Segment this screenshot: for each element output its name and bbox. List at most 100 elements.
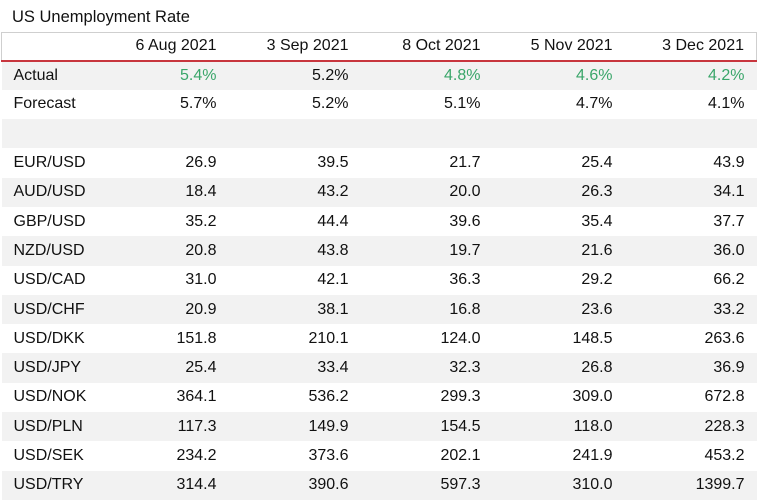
table-cell: 36.9 [713, 359, 745, 377]
table-cell: 234.2 [176, 447, 217, 464]
table-cell: 5.2% [312, 66, 349, 84]
row-label: Actual [13, 66, 58, 84]
table-row: USD/JPY 25.4 33.4 32.3 26.8 36.9 [1, 353, 757, 383]
table-cell: 364.1 [176, 388, 217, 406]
table-cell: 66.2 [713, 271, 745, 289]
table-row: USD/DKK 151.8 210.1 124.0 148.5 263.6 [2, 324, 757, 353]
table-cell: 34.1 [713, 183, 745, 201]
row-label: NZD/USD [13, 241, 85, 259]
table-cell: 25.4 [581, 154, 613, 172]
table-cell: 536.2 [308, 388, 349, 406]
table-cell: 310.0 [572, 476, 613, 494]
table-cell [625, 119, 757, 148]
row-label: Forecast [13, 95, 76, 113]
table-row: USD/SEK 234.2 373.6 202.1 241.9 453.2 [2, 441, 757, 470]
table-cell [229, 119, 361, 148]
table-row [1, 119, 757, 149]
table-cell: 16.8 [449, 300, 481, 318]
table-cell [493, 119, 625, 148]
row-label: AUD/USD [13, 183, 86, 201]
row-label: USD/TRY [13, 476, 84, 494]
row-label: USD/SEK [13, 447, 84, 464]
table-cell: 118.0 [573, 417, 613, 435]
table-cell: 25.4 [185, 359, 217, 377]
header-row: 6 Aug 2021 3 Sep 2021 8 Oct 2021 5 Nov 2021… [1, 32, 757, 62]
table-cell: 210.1 [308, 329, 349, 347]
table-cell: 26.3 [581, 183, 613, 201]
table-cell: 5.4% [180, 66, 217, 84]
table-cell: 20.8 [185, 241, 217, 259]
table-cell: 373.6 [308, 447, 349, 464]
table-cell: 33.4 [317, 359, 349, 377]
table-cell: 299.3 [440, 388, 481, 406]
column-header: 3 Sep 2021 [228, 32, 361, 62]
row-label: USD/NOK [13, 388, 87, 406]
table-row: AUD/USD 18.4 43.2 20.0 26.3 34.1 [1, 177, 757, 207]
column-header: 8 Oct 2021 [360, 32, 493, 62]
table-cell [361, 119, 493, 148]
column-header: 6 Aug 2021 [96, 32, 229, 62]
table-cell: 43.2 [317, 183, 349, 201]
table-cell: 228.3 [704, 417, 745, 435]
table-cell: 1399.7 [695, 476, 745, 494]
table-cell: 20.0 [449, 183, 481, 201]
table-cell: 21.7 [449, 154, 481, 172]
table-cell: 241.9 [572, 447, 613, 464]
table-row: Actual 5.4% 5.2% 4.8% 4.6% 4.2% [1, 60, 757, 90]
table-cell: 453.2 [704, 447, 745, 464]
table-cell: 149.9 [308, 417, 349, 435]
table-cell: 672.8 [704, 388, 745, 406]
table-cell: 5.2% [312, 95, 349, 113]
table-cell: 148.5 [572, 329, 613, 347]
row-label: EUR/USD [13, 154, 86, 172]
table-row: USD/CAD 31.0 42.1 36.3 29.2 66.2 [2, 266, 757, 295]
table-cell: 37.7 [713, 212, 745, 230]
column-header: 5 Nov 2021 [492, 32, 625, 62]
table-cell: 26.8 [581, 359, 613, 377]
row-label: USD/DKK [13, 329, 85, 347]
table-cell: 18.4 [185, 183, 217, 201]
table-cell: 44.4 [317, 212, 349, 230]
table-cell: 43.8 [317, 241, 349, 259]
table-cell: 33.2 [713, 300, 745, 318]
table-cell: 38.1 [317, 300, 349, 318]
column-header: 3 Dec 2021 [624, 32, 757, 62]
table-cell: 4.1% [708, 95, 745, 113]
table-row: USD/CHF 20.9 38.1 16.8 23.6 33.2 [1, 294, 757, 325]
row-label: GBP/USD [13, 212, 86, 230]
table-cell: 42.1 [317, 271, 349, 289]
table-cell: 39.5 [317, 154, 349, 172]
table-cell: 19.7 [449, 241, 481, 259]
table-cell [97, 119, 229, 148]
table-row: USD/TRY 314.4 390.6 597.3 310.0 1399.7 [1, 470, 757, 500]
table-cell: 4.6% [576, 66, 613, 84]
table-cell: 31.0 [185, 271, 217, 289]
table-cell: 151.8 [176, 329, 217, 347]
table-cell: 4.2% [708, 66, 745, 84]
table-row: GBP/USD 35.2 44.4 39.6 35.4 37.7 [2, 207, 757, 236]
table-cell: 35.2 [185, 212, 217, 230]
row-label [2, 119, 97, 148]
data-table: 6 Aug 2021 3 Sep 2021 8 Oct 2021 5 Nov 2021… [1, 32, 757, 500]
data-table-container: 6 Aug 2021 3 Sep 2021 8 Oct 2021 5 Nov 2021… [1, 32, 757, 500]
table-cell: 20.9 [185, 300, 217, 318]
table-cell: 43.9 [713, 154, 745, 172]
page-title: US Unemployment Rate [12, 8, 190, 26]
table-cell: 39.6 [449, 212, 481, 230]
table-cell: 26.9 [185, 154, 217, 172]
table-cell: 597.3 [440, 476, 481, 494]
table-row: USD/PLN 117.3 149.9 154.5 118.0 228.3 [1, 412, 757, 442]
table-cell: 23.6 [581, 300, 613, 318]
row-label: USD/JPY [13, 359, 82, 377]
row-label: USD/CAD [13, 271, 86, 289]
table-cell: 124.0 [440, 329, 481, 347]
table-cell: 35.4 [581, 212, 613, 230]
table-cell: 21.6 [581, 241, 613, 259]
table-cell: 154.5 [440, 417, 481, 435]
table-row: NZD/USD 20.8 43.8 19.7 21.6 36.0 [1, 236, 757, 266]
table-cell: 309.0 [572, 388, 613, 406]
table-cell: 29.2 [581, 271, 613, 289]
table-cell: 36.3 [449, 271, 481, 289]
table-cell: 314.4 [176, 476, 217, 494]
table-cell: 4.8% [444, 66, 481, 84]
